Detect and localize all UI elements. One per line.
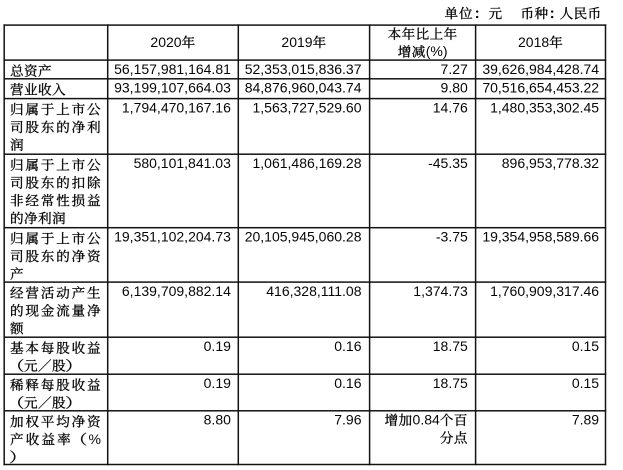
svg-text:19,351,102,204.73: 19,351,102,204.73	[114, 229, 231, 245]
svg-text:7.89: 7.89	[572, 412, 599, 428]
svg-text:20,105,945,060.28: 20,105,945,060.28	[245, 229, 362, 245]
svg-text:0.15: 0.15	[572, 375, 599, 391]
svg-text:580,101,841.03: 580,101,841.03	[134, 155, 232, 171]
svg-text:1,061,486,169.28: 1,061,486,169.28	[253, 155, 362, 171]
svg-text:896,953,778.32: 896,953,778.32	[502, 155, 600, 171]
svg-text:0.16: 0.16	[334, 338, 361, 354]
svg-text:(%): (%)	[426, 43, 448, 59]
svg-text:416,328,111.08: 416,328,111.08	[266, 283, 361, 299]
svg-text:18.75: 18.75	[433, 338, 468, 354]
svg-text:0.84: 0.84	[413, 412, 440, 428]
svg-text:1,480,353,302.45: 1,480,353,302.45	[490, 100, 599, 116]
svg-text:39,626,984,428.74: 39,626,984,428.74	[482, 61, 599, 77]
svg-text:2020: 2020	[150, 34, 181, 50]
svg-text:9.80: 9.80	[441, 80, 468, 96]
svg-text:2018: 2018	[518, 34, 549, 50]
svg-text:18.75: 18.75	[433, 375, 468, 391]
svg-text:19,354,958,589.66: 19,354,958,589.66	[482, 229, 599, 245]
svg-text:14.76: 14.76	[433, 100, 468, 116]
svg-text:84,876,960,043.74: 84,876,960,043.74	[245, 80, 362, 96]
svg-text:70,516,654,453.22: 70,516,654,453.22	[482, 80, 599, 96]
svg-text:0.19: 0.19	[204, 375, 231, 391]
svg-text:%: %	[89, 431, 101, 447]
svg-text:0.15: 0.15	[572, 338, 599, 354]
svg-text:0.16: 0.16	[334, 375, 361, 391]
svg-text:1,760,909,317.46: 1,760,909,317.46	[490, 283, 599, 299]
svg-text:7.27: 7.27	[441, 61, 468, 77]
svg-text:0.19: 0.19	[204, 338, 231, 354]
svg-text:1,374.73: 1,374.73	[413, 283, 468, 299]
svg-text:93,199,107,664.03: 93,199,107,664.03	[114, 80, 231, 96]
svg-text:7.96: 7.96	[334, 412, 361, 428]
svg-text:56,157,981,164.81: 56,157,981,164.81	[114, 61, 231, 77]
svg-text:6,139,709,882.14: 6,139,709,882.14	[122, 283, 231, 299]
svg-text:8.80: 8.80	[204, 412, 231, 428]
svg-text:1,794,470,167.16: 1,794,470,167.16	[122, 100, 231, 116]
svg-text:2019: 2019	[281, 34, 312, 50]
svg-text:52,353,015,836.37: 52,353,015,836.37	[245, 61, 362, 77]
svg-text:1,563,727,529.60: 1,563,727,529.60	[253, 100, 362, 116]
svg-text:-45.35: -45.35	[428, 155, 468, 171]
svg-text:-3.75: -3.75	[436, 229, 468, 245]
